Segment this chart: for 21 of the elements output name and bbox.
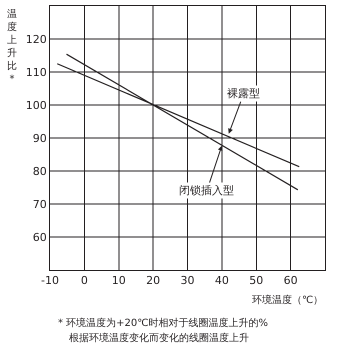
annotation: 裸露型: [227, 87, 260, 100]
y-tick-label: 90: [32, 132, 47, 145]
y-tick-label: 110: [26, 66, 47, 79]
y-axis-title: 温度上升比*: [7, 8, 17, 85]
annotation: 闭锁插入型: [179, 184, 234, 197]
y-tick-label: 120: [26, 32, 47, 46]
y-tick-label: 70: [32, 198, 47, 211]
x-tick-label: 0: [80, 274, 88, 288]
x-axis-title: 环境温度（℃）: [252, 294, 324, 306]
x-tick-label: 30: [180, 274, 194, 288]
x-tick-label: 50: [249, 274, 264, 288]
y-tick-label: 100: [26, 98, 47, 112]
x-tick-label: 20: [146, 274, 160, 288]
x-tick-label: 40: [214, 274, 229, 288]
y-tick-label: 60: [32, 230, 47, 244]
x-tick-label: -10: [41, 274, 59, 288]
x-tick-label: 10: [112, 274, 126, 288]
text: * 环境温度为+20℃时相对于线圈温度上升的%: [58, 317, 268, 329]
x-tick-label: 60: [284, 274, 298, 288]
text: 根据环境温度变化而变化的线圈温度上升: [69, 332, 249, 344]
y-tick-label: 80: [32, 164, 47, 178]
